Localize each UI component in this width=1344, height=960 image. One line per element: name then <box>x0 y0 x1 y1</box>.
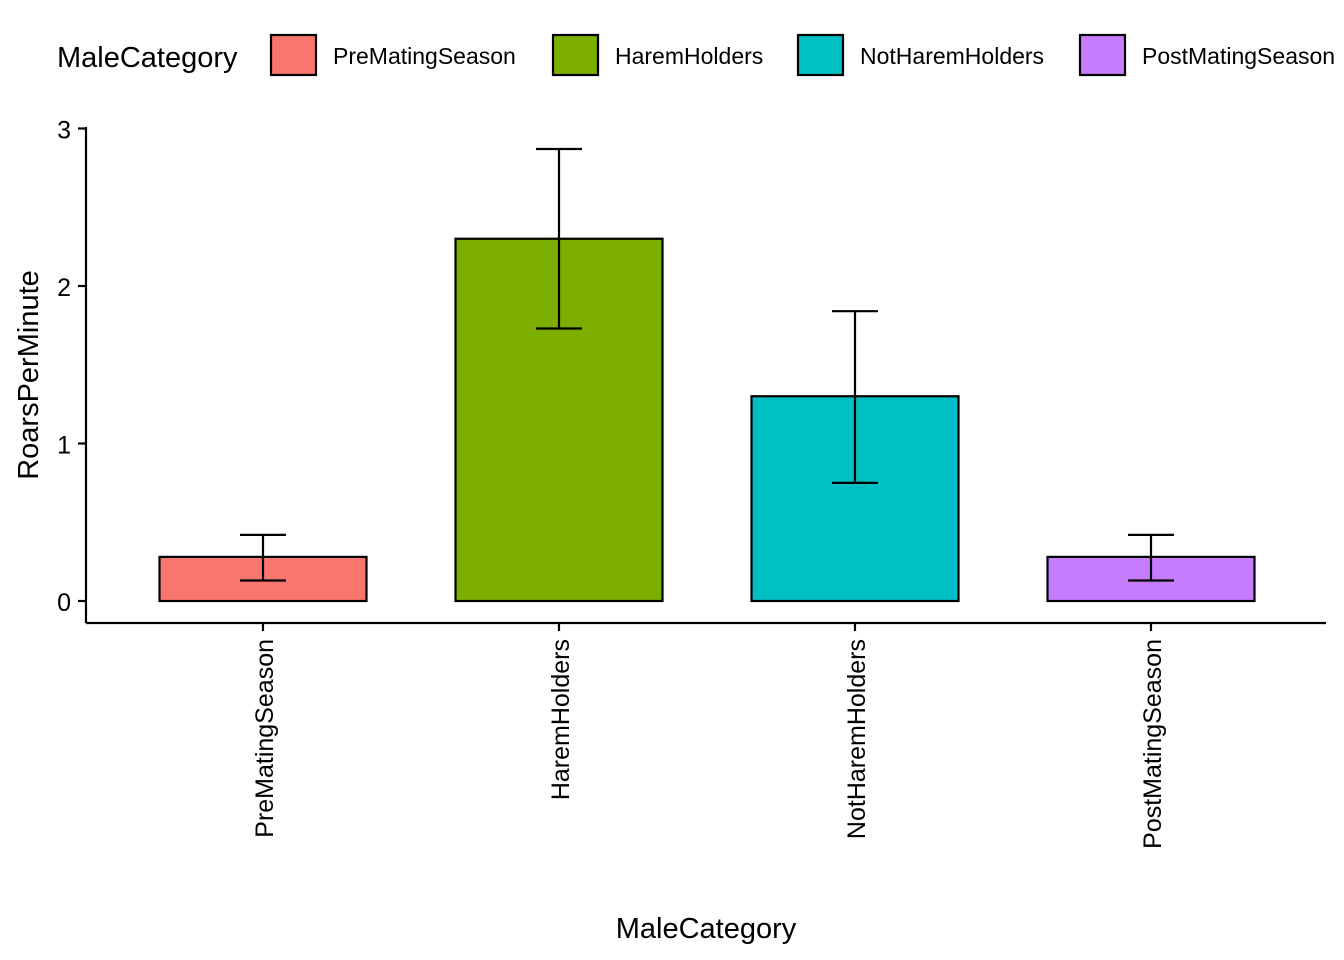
error-bar-not-harem-holders <box>832 310 878 484</box>
legend-label: PostMatingSeason <box>1142 43 1335 69</box>
legend-key <box>551 33 600 77</box>
x-axis-ticks: PreMatingSeason HaremHolders NotHaremHolde… <box>251 623 1167 849</box>
legend-item-post-mating-season: PostMatingSeason <box>1078 33 1335 77</box>
y-tick-label: 2 <box>57 274 71 302</box>
x-axis-title: MaleCategory <box>616 913 797 945</box>
x-tick-label-pre-mating-season: PreMatingSeason <box>251 639 279 838</box>
legend-label: NotHaremHolders <box>860 43 1044 69</box>
legend-label: HaremHolders <box>615 43 763 69</box>
error-bars <box>240 147 1174 582</box>
legend-item-pre-mating-season: PreMatingSeason <box>269 33 516 77</box>
legend-key <box>269 33 318 77</box>
legend-item-harem-holders: HaremHolders <box>551 33 763 77</box>
y-tick-label: 3 <box>57 117 71 145</box>
bars <box>158 237 1256 603</box>
y-axis-title: RoarsPerMinute <box>13 270 45 480</box>
y-axis-ticks: 0 1 2 3 <box>57 117 86 617</box>
x-tick-label-not-harem-holders: NotHaremHolders <box>843 639 871 839</box>
legend: MaleCategory PreMatingSeason HaremHolders… <box>57 33 1335 77</box>
y-tick-label: 1 <box>57 432 71 460</box>
error-bar-post-mating-season <box>1128 533 1174 582</box>
legend-key <box>1078 33 1127 77</box>
legend-item-not-harem-holders: NotHaremHolders <box>796 33 1044 77</box>
error-bar-pre-mating-season <box>240 533 286 582</box>
legend-label: PreMatingSeason <box>333 43 516 69</box>
x-tick-label-harem-holders: HaremHolders <box>547 639 575 800</box>
legend-title: MaleCategory <box>57 42 238 74</box>
legend-key <box>796 33 845 77</box>
x-tick-label-post-mating-season: PostMatingSeason <box>1139 639 1167 849</box>
y-tick-label: 0 <box>57 589 71 617</box>
error-bar-harem-holders <box>536 147 582 330</box>
